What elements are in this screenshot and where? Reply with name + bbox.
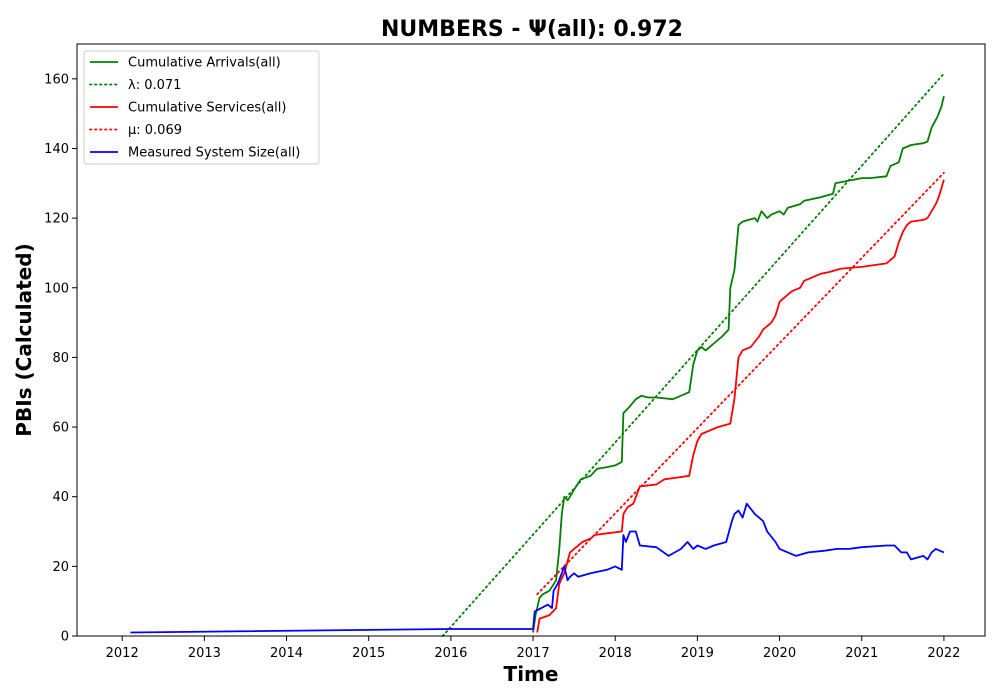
plot-frame [76,43,986,637]
y-tick-label: 140 [44,142,69,157]
x-axis-ticks: 2012 2013 2014 2015 2016 2017 2018 2019 2020 2021… [106,636,960,661]
legend-label: Measured System Size(all) [128,146,300,161]
x-tick-label: 2020 [763,646,796,661]
x-tick-label: 2015 [352,646,385,661]
x-tick-label: 2012 [106,646,139,661]
x-tick-label: 2014 [270,646,303,661]
series-line-2-0-071 [441,72,945,637]
x-tick-label: 2013 [188,646,221,661]
x-tick-label: 2019 [681,646,714,661]
y-tick-label: 60 [52,421,69,436]
x-tick-label: 2021 [845,646,878,661]
series-line-5-measured-system-size-all [130,502,945,634]
chart-title: NUMBERS - Ψ(all): 0.972 [381,17,683,42]
x-tick-label: 2017 [517,646,550,661]
y-tick-label: 0 [61,630,69,645]
x-tick-label: 2018 [599,646,632,661]
legend-label: Cumulative Services(all) [128,101,286,116]
legend-box [83,50,320,165]
series-layer [130,72,945,637]
series-line-1-cumulative-arrivals-all [532,95,945,633]
y-tick-label: 160 [44,72,69,87]
legend: Cumulative Arrivals(all) λ: 0.071 Cumulati… [83,50,320,165]
x-tick-label: 2016 [434,646,467,661]
y-axis-ticks: 0 20 40 60 80 100 120 140 160 [44,72,77,645]
y-axis-label: PBIs (Calculated) [12,243,36,436]
y-tick-label: 40 [52,490,69,505]
legend-label: λ: 0.071 [128,78,181,93]
legend-label: Cumulative Arrivals(all) [128,56,281,71]
x-axis-label: Time [504,662,559,686]
x-tick-label: 2022 [927,646,960,661]
y-tick-label: 120 [44,212,69,227]
legend-label: μ: 0.069 [128,123,182,138]
y-tick-label: 100 [44,281,69,296]
y-tick-label: 80 [52,351,69,366]
y-tick-label: 20 [52,560,69,575]
